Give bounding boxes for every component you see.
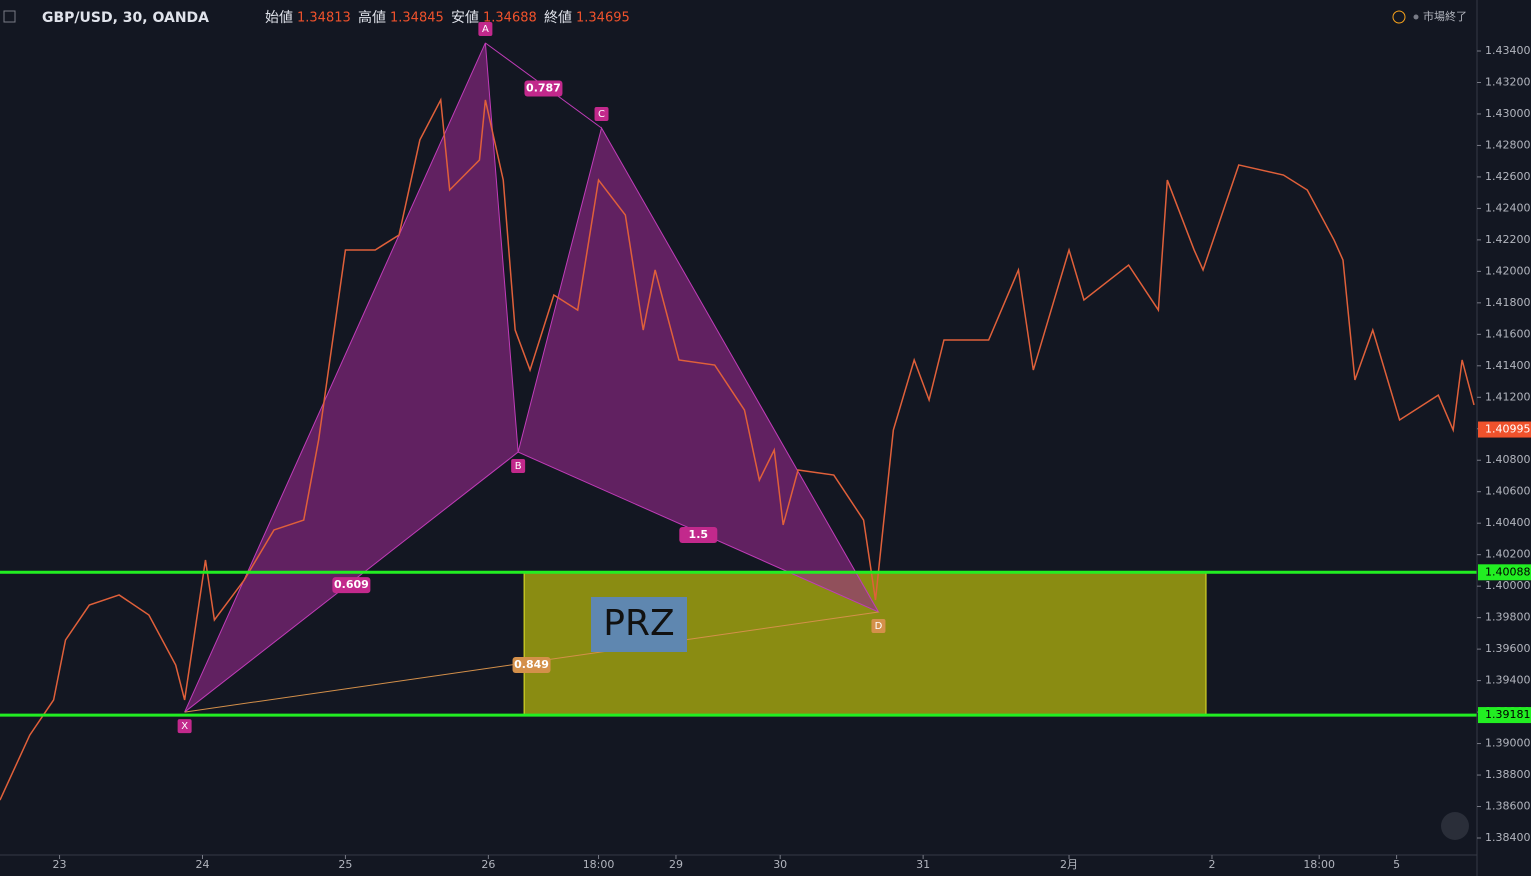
point-label: A: [482, 24, 489, 35]
y-tick-label: 1.42200: [1485, 233, 1531, 246]
y-tick-label: 1.40200: [1485, 548, 1531, 561]
x-tick-label: 26: [481, 858, 495, 871]
ohlc-value: 1.34695: [576, 11, 630, 26]
point-label-bg: [177, 719, 192, 734]
ohlc-value: 1.34688: [483, 11, 537, 26]
level-label-bg: [1478, 707, 1531, 724]
level-label: 1.40088: [1485, 565, 1531, 578]
ohlc-label: 高値: [358, 9, 386, 26]
market-status: 市場終了: [1423, 9, 1467, 23]
ratio-bg: [332, 577, 371, 594]
last-price-bg: [1478, 421, 1531, 438]
y-tick-label: 1.40800: [1485, 453, 1531, 466]
x-tick-label: 24: [195, 858, 209, 871]
ohlc-value: 1.34845: [390, 11, 444, 26]
y-tick-label: 1.43000: [1485, 107, 1531, 120]
ratio-bg: [524, 80, 563, 97]
last-price-label: 1.40995: [1485, 423, 1531, 436]
level-label-bg: [1478, 564, 1531, 581]
ratio-label: 0.609: [334, 578, 369, 591]
ohlc-label: 始値: [265, 10, 293, 26]
x-tick-label: 2: [1208, 858, 1215, 871]
point-label-bg: [871, 618, 886, 633]
y-tick-label: 1.40600: [1485, 485, 1531, 498]
y-tick-label: 1.41200: [1485, 390, 1531, 403]
x-tick-label: 23: [53, 858, 67, 871]
y-tick-label: 1.40400: [1485, 516, 1531, 529]
y-tick-label: 1.39600: [1485, 642, 1531, 655]
x-tick-label: 31: [916, 858, 930, 871]
status-dot: [1413, 14, 1419, 20]
point-label-bg: [478, 21, 493, 36]
ohlc-value: 1.34813: [297, 11, 351, 26]
point-label: C: [598, 109, 605, 120]
header: GBP/USD, 30, OANDA 始値 1.34813 高値 1.34845…: [3, 9, 1467, 26]
y-tick-label: 1.38400: [1485, 831, 1531, 844]
y-tick-label: 1.39000: [1485, 737, 1531, 750]
y-tick-label: 1.42000: [1485, 264, 1531, 277]
point-label-bg: [511, 459, 526, 474]
ratio-bg: [512, 657, 551, 674]
ohlc-label: 安値: [451, 10, 479, 26]
x-tick-label: 5: [1393, 858, 1400, 871]
prz-label: PRZ: [603, 603, 674, 644]
ratio-bg: [679, 527, 718, 544]
y-tick-label: 1.39400: [1485, 674, 1531, 687]
x-tick-label: 25: [338, 858, 352, 871]
x-tick-label: 2月: [1060, 858, 1078, 871]
collapse-icon[interactable]: [3, 10, 16, 23]
scroll-button[interactable]: [1441, 812, 1469, 840]
level-label: 1.39181: [1485, 708, 1531, 721]
y-tick-label: 1.43200: [1485, 75, 1531, 88]
point-label-bg: [594, 106, 609, 121]
x-tick-label: 29: [669, 858, 683, 871]
y-tick-label: 1.42600: [1485, 170, 1531, 183]
x-tick-label: 30: [773, 858, 787, 871]
symbol[interactable]: GBP/USD, 30, OANDA: [42, 10, 209, 26]
ratio-label: 0.787: [526, 81, 561, 94]
y-tick-label: 1.40000: [1485, 579, 1531, 592]
point-label: X: [181, 721, 188, 732]
y-tick-label: 1.42800: [1485, 138, 1531, 151]
y-tick-label: 1.41800: [1485, 296, 1531, 309]
ratio-label: 0.849: [514, 658, 549, 671]
y-tick-label: 1.38800: [1485, 768, 1531, 781]
status-icon: [1392, 10, 1406, 24]
x-tick-label: 18:00: [583, 858, 615, 871]
ohlc-label: 終値: [544, 10, 572, 26]
x-tick-label: 18:00: [1303, 858, 1335, 871]
y-tick-label: 1.41400: [1485, 359, 1531, 372]
point-label: D: [875, 621, 883, 632]
point-label: B: [515, 461, 522, 472]
prz-label-bg: [591, 597, 687, 652]
y-tick-label: 1.42400: [1485, 201, 1531, 214]
y-tick-label: 1.43400: [1485, 44, 1531, 57]
y-tick-label: 1.39800: [1485, 611, 1531, 624]
y-tick-label: 1.38600: [1485, 800, 1531, 813]
y-tick-label: 1.41600: [1485, 327, 1531, 340]
ratio-label: 1.5: [689, 528, 709, 541]
plot-area: 0.609 0.787 1.5 0.849 X A B C D PRZ: [0, 21, 1477, 801]
